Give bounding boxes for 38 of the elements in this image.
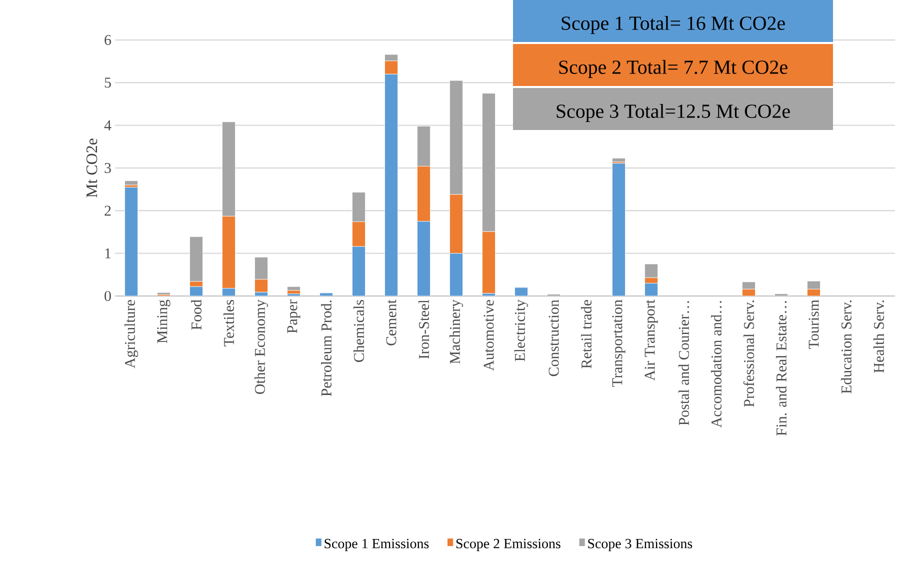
- x-tick-label: Iron-Steel: [418, 300, 430, 359]
- x-tick-label: Electricity: [514, 300, 528, 362]
- legend-label: Scope 2 Emissions: [456, 538, 560, 552]
- x-tick-label: Accomodation and…: [710, 301, 722, 428]
- y-axis-title: Mt CO2e: [86, 138, 98, 198]
- x-tick-label: Air Transport: [644, 300, 658, 381]
- x-tick-label: Fin. and Real Estate…: [776, 301, 787, 436]
- x-tick-label: Petroleum Prod.: [320, 300, 332, 396]
- y-tick-label: 0: [104, 290, 111, 302]
- x-tick-label: Machinery: [449, 300, 464, 364]
- x-tick-label: Education Serv.: [840, 300, 852, 394]
- legend-label: Scope 1 Emissions: [324, 538, 429, 552]
- x-tick-label: Transportation: [612, 300, 626, 387]
- annotation: Scope 3 Total=12.5 Mt CO2e: [556, 104, 790, 122]
- x-tick-label: Textiles: [224, 300, 234, 346]
- y-tick-label: 5: [104, 78, 111, 88]
- x-tick-label: Tourism: [808, 300, 819, 349]
- y-tick-label: 3: [104, 162, 111, 174]
- legend-label: Scope 3 Emissions: [588, 538, 692, 552]
- text: Scope 1 Total= 16 Mt CO2e: [562, 16, 785, 34]
- x-tick-label: Retail trade: [581, 300, 592, 368]
- y-tick-label: 2: [104, 206, 111, 216]
- y-tick-label: 1: [105, 248, 111, 258]
- y-tick-label: 6: [104, 34, 112, 46]
- x-tick-label: Chemicals: [354, 300, 364, 362]
- x-tick-label: Professional Serv.: [743, 300, 754, 407]
- x-tick-label: Other Economy: [254, 300, 268, 394]
- x-tick-label: Automotive: [484, 300, 494, 371]
- annotation: Scope 2 Total= 7.7 Mt CO2e: [559, 60, 788, 78]
- x-tick-label: Paper: [287, 300, 300, 334]
- x-tick-label: Agriculture: [124, 300, 138, 368]
- y-tick-label: 4: [104, 120, 112, 130]
- x-tick-label: Food: [191, 300, 202, 330]
- x-tick-label: Postal and Courier…: [678, 301, 690, 426]
- x-tick-label: Cement: [386, 300, 396, 346]
- x-tick-label: Construction: [548, 300, 559, 376]
- x-tick-label: Health Serv.: [873, 300, 884, 373]
- x-tick-label: Mining: [157, 300, 170, 344]
